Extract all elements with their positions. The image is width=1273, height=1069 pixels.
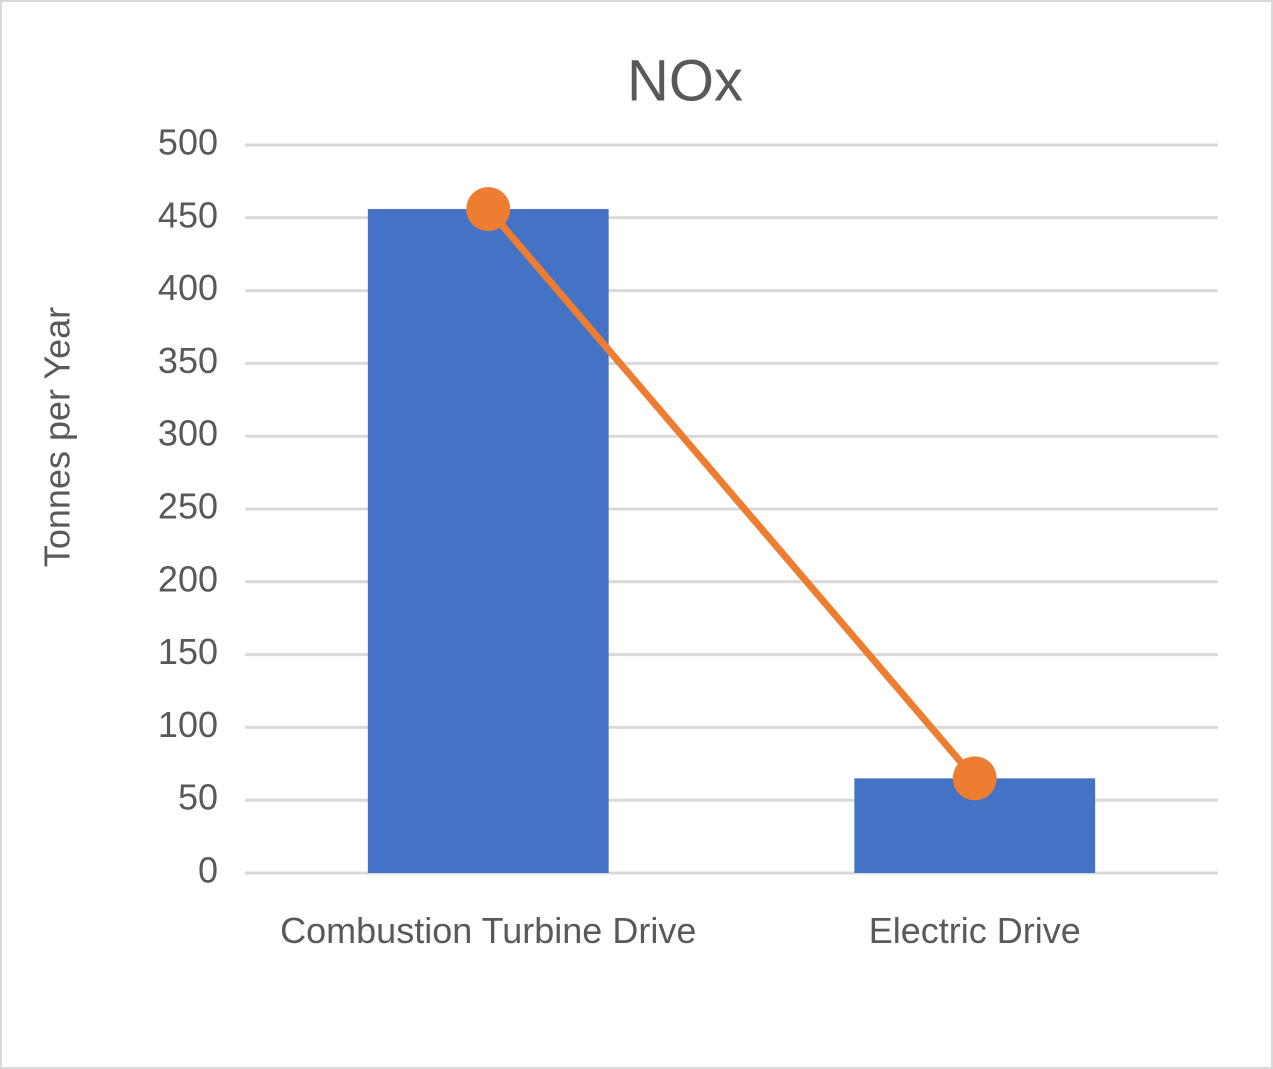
x-tick-label: Combustion Turbine Drive [280,910,697,951]
bar [367,209,609,874]
y-tick-label: 250 [158,486,218,527]
x-tick-label: Electric Drive [868,910,1081,951]
line [485,206,978,781]
y-tick-label: 400 [158,267,218,308]
y-tick-label: 300 [158,413,218,454]
y-tick-label: 0 [198,850,218,891]
y-tick-label: 450 [158,194,218,235]
line-marker [952,756,997,801]
y-axis-title: Tonnes per Year [37,307,78,567]
y-tick-label: 50 [178,777,218,818]
line-marker [466,187,511,232]
y-tick-label: 100 [158,704,218,745]
y-tick-label: 350 [158,340,218,381]
y-tick-label: 200 [158,558,218,599]
chart-title: NOx [627,48,743,113]
y-tick-label: 150 [158,631,218,672]
y-tick-label: 500 [158,122,218,163]
